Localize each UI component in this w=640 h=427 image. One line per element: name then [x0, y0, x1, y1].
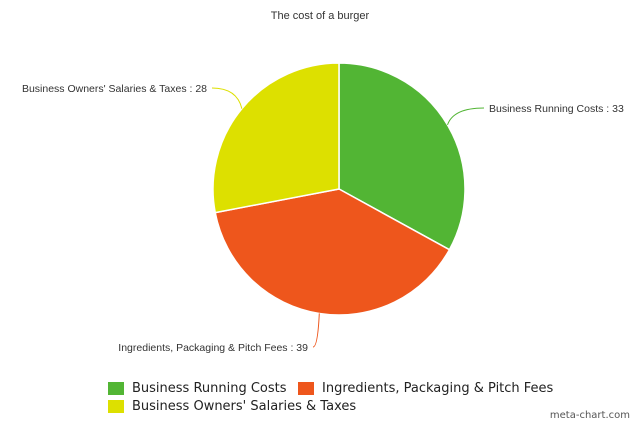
legend-item-ingredients-packaging-pitch-fees[interactable]: Ingredients, Packaging & Pitch Fees: [298, 381, 553, 396]
leader-line: [447, 107, 485, 126]
legend-swatch: [298, 382, 314, 395]
leader-line: [312, 313, 320, 348]
pie-slice-business-owners-salaries-taxes[interactable]: [212, 62, 340, 214]
slice-label-business-running-costs: Business Running Costs : 33: [489, 103, 624, 115]
legend-swatch: [108, 400, 124, 413]
slice-label-business-owners-salaries-taxes: Business Owners' Salaries & Taxes : 28: [22, 83, 207, 95]
legend-item-business-running-costs[interactable]: Business Running Costs: [108, 381, 287, 396]
chart-title: The cost of a burger: [271, 10, 370, 22]
legend-label: Ingredients, Packaging & Pitch Fees: [322, 381, 554, 396]
legend-label: Business Running Costs: [132, 381, 287, 396]
legend-swatch: [108, 382, 124, 395]
legend-item-business-owners-salaries-taxes[interactable]: Business Owners' Salaries & Taxes: [108, 399, 356, 414]
credit-link[interactable]: meta-chart.com: [549, 410, 630, 421]
slice-label-ingredients-packaging-pitch-fees: Ingredients, Packaging & Pitch Fees : 39: [118, 342, 308, 354]
leader-line: [211, 87, 243, 109]
legend-label: Business Owners' Salaries & Taxes: [132, 399, 357, 414]
